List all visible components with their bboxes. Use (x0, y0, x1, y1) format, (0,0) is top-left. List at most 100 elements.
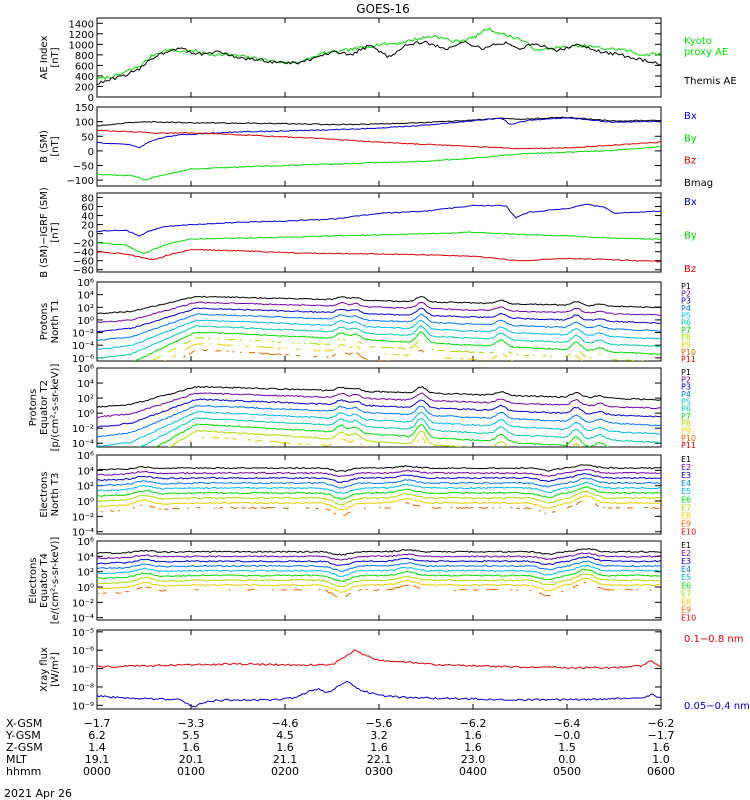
series-line (416, 345, 419, 349)
series-line (97, 231, 661, 254)
legend-entry: P9 (681, 341, 691, 350)
series-line (431, 348, 434, 351)
y-tick-label: 10⁻² (72, 424, 94, 435)
series-line (269, 440, 291, 444)
series-line (516, 507, 521, 510)
series-line (282, 507, 289, 510)
legend-entry: E4 (681, 565, 691, 574)
series-line (523, 507, 532, 510)
series-line (363, 351, 366, 353)
series-line (108, 373, 119, 375)
y-tick-label: −20 (73, 239, 94, 250)
y-tick-label: 0 (88, 147, 94, 158)
series-line (97, 385, 661, 409)
series-line (232, 438, 237, 440)
series-line (97, 464, 661, 472)
y-tick-label: 50 (81, 132, 94, 143)
series-line (131, 387, 135, 389)
legend-entry: E10 (681, 528, 696, 537)
legend-entry: P1 (681, 368, 691, 377)
series-line (97, 410, 661, 447)
x-axis-row-label: MLT (6, 753, 27, 766)
x-axis-row-label: X-GSM (6, 717, 42, 730)
series-line (615, 506, 620, 509)
series-line (254, 339, 261, 342)
series-line (97, 573, 661, 588)
legend-entry: Bx (684, 111, 697, 122)
series-line (97, 564, 661, 578)
series-line (303, 342, 306, 345)
legend-entry: E3 (681, 471, 691, 480)
x-axis-value: 1.6 (652, 741, 670, 754)
y-axis-label: [nT] (50, 222, 61, 242)
y-tick-label: −50 (73, 162, 94, 173)
y-tick-label: 20 (81, 221, 94, 232)
series-line (373, 588, 380, 591)
series-line (601, 459, 629, 466)
series-line (538, 592, 551, 597)
series-line (397, 347, 406, 350)
series-line (444, 357, 453, 359)
panel-frame (96, 17, 662, 98)
panel-8: 10⁻⁹ 10⁻⁸ 10⁻⁷ 10⁻⁶ 10⁻⁵ Xray flux [W/m²] 0.1−0… (39, 628, 750, 712)
series-line (167, 429, 581, 447)
y-tick-label: 40 (81, 212, 94, 223)
y-tick-label: 10⁻⁹ (72, 701, 94, 712)
series-line (490, 362, 498, 366)
legend-entry: E5 (681, 573, 691, 582)
series-line (202, 436, 205, 439)
legend-entry: P4 (681, 390, 691, 399)
series-line (97, 547, 661, 556)
legend-entry: P6 (681, 405, 691, 414)
x-axis-value: −6.2 (460, 717, 487, 730)
y-axis-label: B (SM)−IGRF (SM) (39, 187, 50, 278)
y-tick-label: 10⁻⁸ (72, 683, 94, 694)
panel-2: −100 −50 0 50 100 150 B (SM) [nT] Bx By Bz Bmag (39, 103, 713, 189)
series-line (183, 355, 186, 358)
series-line (132, 506, 135, 509)
series-line (260, 506, 276, 509)
legend-entry: P3 (681, 383, 691, 392)
y-axis-label: [W/m²] (50, 652, 61, 687)
x-axis-value: 1.4 (88, 741, 106, 754)
series-line (121, 389, 123, 390)
series-line (393, 353, 400, 356)
legend-entry: P10 (681, 434, 696, 443)
series-line (345, 592, 351, 597)
series-line (499, 449, 505, 452)
series-line (202, 349, 209, 352)
series-line (217, 343, 233, 347)
y-tick-label: 10² (77, 568, 94, 579)
series-line (97, 405, 661, 438)
series-line (97, 649, 661, 670)
series-line (284, 354, 289, 356)
series-line (148, 361, 150, 362)
y-tick-label: −60 (73, 257, 94, 268)
legend-entry: E6 (681, 581, 691, 590)
y-tick-label: 10⁶ (77, 451, 94, 462)
series-line (597, 586, 615, 591)
x-axis-value: −6.4 (554, 717, 581, 730)
series-line (97, 468, 661, 478)
series-line (149, 505, 156, 508)
series-line (455, 506, 474, 510)
series-line (256, 346, 274, 349)
legend-entry: P2 (681, 375, 691, 384)
y-axis-label: Protons (28, 389, 39, 426)
series-line (595, 460, 597, 462)
y-tick-label: 800 (75, 51, 94, 62)
series-line (342, 338, 346, 341)
series-line (489, 351, 494, 354)
y-tick-label: 10⁶ (77, 364, 94, 375)
x-axis-value: 6.2 (88, 729, 106, 742)
series-line (148, 369, 152, 371)
y-tick-label: 10⁻⁵ (72, 628, 94, 639)
y-axis-label: [nT] (50, 47, 61, 67)
series-line (224, 437, 229, 440)
x-axis-row-label: Z-GSM (6, 741, 43, 754)
x-axis-value: −5.6 (366, 717, 393, 730)
series-line (277, 347, 282, 350)
series-line (171, 354, 177, 358)
y-tick-label: 10⁻⁴ (72, 528, 94, 539)
